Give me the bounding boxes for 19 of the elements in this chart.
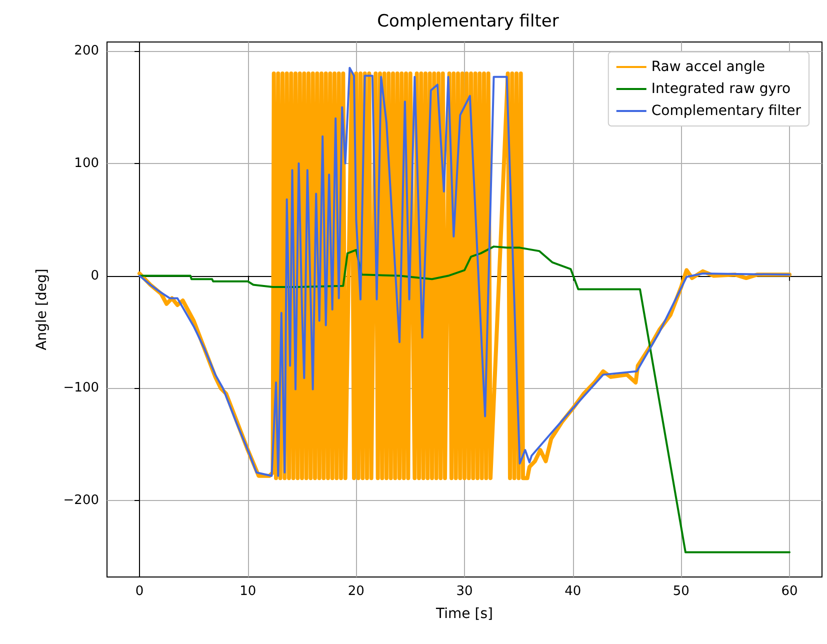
y-tick-label: −200	[63, 493, 99, 508]
y-tick-label: 0	[90, 268, 99, 284]
x-tick-label: 60	[781, 584, 798, 599]
legend-label: Complementary filter	[651, 103, 802, 119]
line-series	[138, 246, 790, 554]
y-axis-title: Angle [deg]	[34, 268, 50, 350]
x-tick-label: 10	[240, 584, 256, 599]
x-tick-label: 20	[348, 584, 364, 599]
x-tick-label: 40	[564, 584, 582, 599]
chart-title: Complementary filter	[377, 12, 559, 32]
legend-label: Integrated raw gyro	[651, 81, 791, 97]
y-tick-label: −100	[63, 380, 99, 396]
x-tick-label: 50	[672, 584, 690, 599]
x-tick-label: 30	[456, 584, 473, 599]
x-tick-label: 0	[135, 584, 144, 599]
y-tick-label: 100	[74, 156, 99, 171]
legend-label: Raw accel angle	[651, 59, 766, 75]
y-tick-label: 200	[74, 43, 99, 58]
x-axis-title: Time [s]	[435, 606, 493, 622]
